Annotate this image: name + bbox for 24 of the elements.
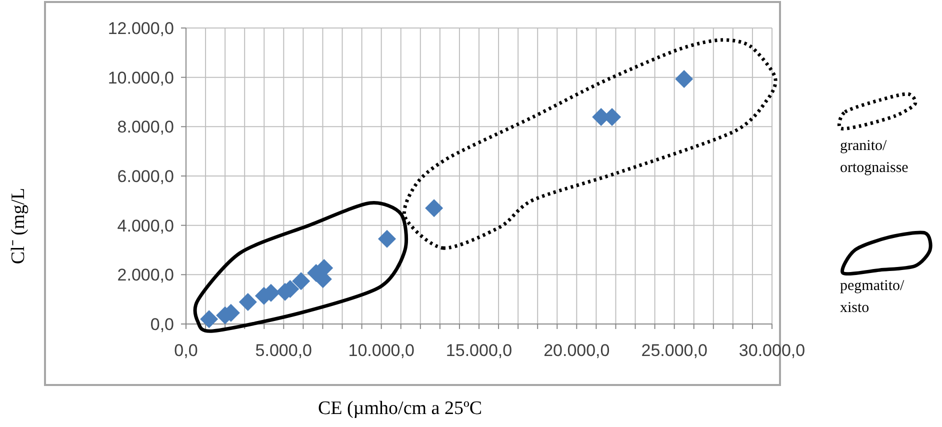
point xyxy=(292,272,310,290)
x-tick-label: 25.000,0 xyxy=(641,341,708,360)
point xyxy=(238,293,257,312)
x-tick-label: 30.000,0 xyxy=(738,341,806,360)
x-tick-label: 0,0 xyxy=(174,341,198,360)
point xyxy=(675,70,694,88)
x-tick-label: 20.000,0 xyxy=(544,341,610,360)
point xyxy=(378,230,396,248)
y-tick-label: 4.000,0 xyxy=(117,216,174,236)
x-tick-label: 15.000,0 xyxy=(446,341,512,360)
y-tick-label: 8.000,0 xyxy=(117,118,174,137)
text: granito/ortognaisse xyxy=(840,138,909,176)
y-tick-label: 10.000,0 xyxy=(108,68,174,88)
y-tick-label: 2.000,0 xyxy=(117,266,174,285)
y-axis-title: Cl⁻ (mg/L xyxy=(8,188,29,264)
x-tick-label: 5.000,0 xyxy=(255,341,312,360)
x-tick-label: 10.000,0 xyxy=(348,341,414,360)
y-tick-label: 6.000,0 xyxy=(117,167,174,186)
x-axis-title: CE (µmho/cm a 25ºC xyxy=(318,398,482,419)
point xyxy=(425,199,444,218)
y-tick-label: 0,0 xyxy=(150,315,174,334)
point xyxy=(200,310,218,328)
y-tick-label: 12.000,0 xyxy=(108,19,174,38)
text: pegmatito/xisto xyxy=(840,278,905,316)
